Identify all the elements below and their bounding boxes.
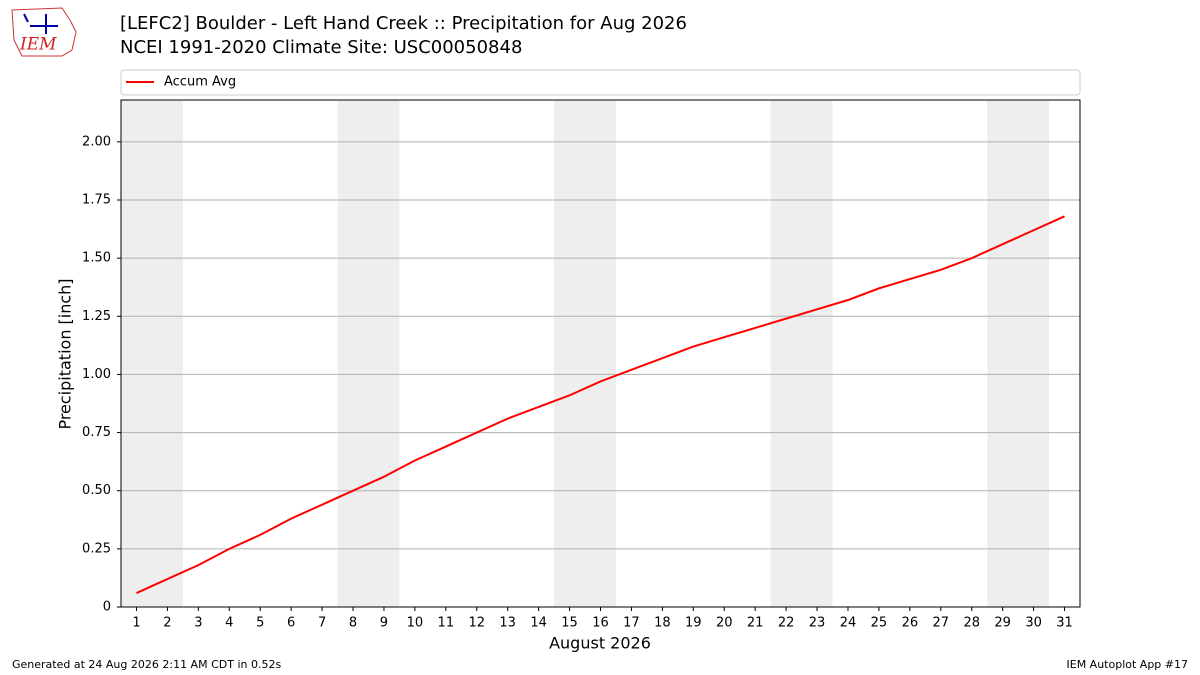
- y-axis-label: Precipitation [inch]: [56, 278, 75, 429]
- weekend-span: [987, 100, 1050, 607]
- x-tick-label: 9: [380, 616, 388, 631]
- x-tick-label: 2: [163, 616, 171, 631]
- weekend-span: [770, 100, 833, 607]
- x-tick-label: 5: [256, 616, 264, 631]
- x-tick-label: 10: [407, 616, 424, 631]
- y-tick-label: 1.25: [82, 309, 111, 324]
- x-tick-label: 12: [468, 616, 485, 631]
- x-tick-label: 26: [902, 616, 919, 631]
- x-tick-label: 8: [349, 616, 357, 631]
- x-tick-label: 28: [963, 616, 980, 631]
- x-tick-label: 24: [840, 616, 857, 631]
- weekend-span: [554, 100, 616, 607]
- x-tick-label: 7: [318, 616, 326, 631]
- logo-text: IEM: [19, 35, 57, 55]
- y-tick-label: 1.00: [82, 367, 111, 382]
- x-tick-label: 20: [716, 616, 733, 631]
- chart-subtitle: NCEI 1991-2020 Climate Site: USC00050848: [120, 37, 522, 58]
- x-tick-label: 18: [654, 616, 671, 631]
- y-tick-label: 2.00: [82, 134, 111, 149]
- x-tick-label: 4: [225, 616, 233, 631]
- x-tick-label: 30: [1025, 616, 1042, 631]
- legend-label: Accum Avg: [164, 75, 236, 90]
- x-tick-label: 21: [747, 616, 764, 631]
- x-tick-label: 22: [778, 616, 795, 631]
- series-line: [136, 215, 1065, 594]
- footer-left: Generated at 24 Aug 2026 2:11 AM CDT in …: [12, 658, 281, 671]
- chart-title: [LEFC2] Boulder - Left Hand Creek :: Pre…: [120, 13, 687, 34]
- x-tick-label: 15: [561, 616, 578, 631]
- x-tick-label: 31: [1056, 616, 1073, 631]
- x-tick-label: 13: [499, 616, 516, 631]
- x-tick-label: 29: [994, 616, 1011, 631]
- y-tick-label: 0.75: [82, 425, 111, 440]
- y-tick-label: 1.75: [82, 193, 111, 208]
- x-tick-label: 25: [871, 616, 888, 631]
- logo: IEM: [11, 7, 77, 57]
- x-axis-label: August 2026: [549, 634, 651, 653]
- plot-frame: [120, 99, 1081, 608]
- x-tick-label: 27: [933, 616, 950, 631]
- x-tick-label: 23: [809, 616, 826, 631]
- x-tick-label: 6: [287, 616, 295, 631]
- x-tick-label: 17: [623, 616, 640, 631]
- x-tick-label: 3: [194, 616, 202, 631]
- x-tick-label: 1: [132, 616, 140, 631]
- weekend-span: [121, 100, 183, 607]
- x-tick-label: 19: [685, 616, 702, 631]
- x-tick-label: 14: [530, 616, 547, 631]
- y-tick-label: 1.50: [82, 251, 111, 266]
- y-tick-label: 0: [103, 600, 111, 615]
- x-tick-label: 16: [592, 616, 609, 631]
- y-tick-label: 0.50: [82, 483, 111, 498]
- weekend-span: [337, 100, 400, 607]
- y-tick-label: 0.25: [82, 541, 111, 556]
- x-tick-label: 11: [438, 616, 455, 631]
- footer-right: IEM Autoplot App #17: [1067, 658, 1189, 671]
- legend-box: [120, 69, 1081, 96]
